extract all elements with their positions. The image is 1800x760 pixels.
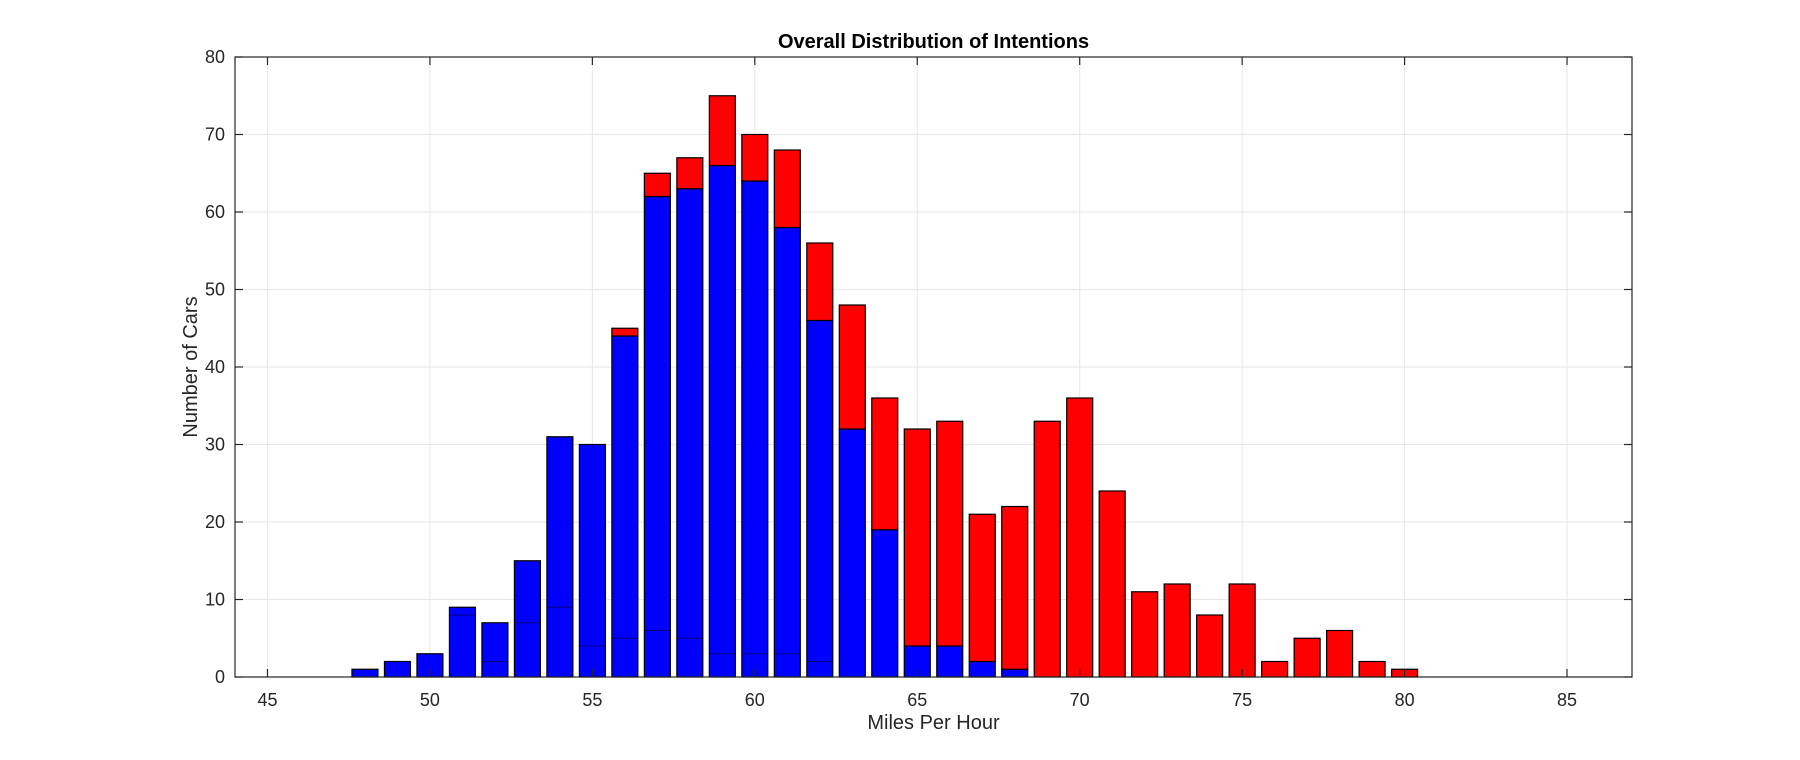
bar-blue-51	[448, 606, 477, 678]
bar-red-75	[1228, 583, 1256, 678]
bar-red-58	[676, 157, 704, 190]
bar-red-77	[1293, 637, 1321, 678]
bar-red-68	[1001, 505, 1029, 670]
bar-red-63	[838, 304, 866, 430]
x-tick-label: 60	[745, 690, 765, 710]
bar-red-56	[611, 327, 639, 337]
bar-blue-49	[383, 660, 412, 678]
bar-blue-48	[351, 668, 379, 678]
bar-red-67	[968, 513, 996, 663]
bar-blue-63	[838, 428, 866, 678]
bar-blue-62	[806, 319, 834, 678]
bar-red-61	[773, 149, 801, 229]
y-tick-label: 10	[205, 590, 225, 610]
bar-red-57	[643, 172, 671, 198]
tick-labels: 45 50 55 60 65 70 75 80 85 0 10 20 30 40 50 60 70 80	[205, 47, 1577, 710]
bar-blue-59	[708, 164, 736, 678]
bar-blue-61	[773, 226, 801, 678]
x-tick-label: 50	[420, 690, 440, 710]
bar-red-66	[936, 420, 964, 647]
bar-red-62	[806, 242, 834, 322]
bar-red-74	[1196, 614, 1224, 678]
x-tick-label: 70	[1070, 690, 1090, 710]
x-axis-label: Miles Per Hour	[867, 712, 1000, 734]
bar-series	[351, 95, 1419, 678]
x-tick-label: 85	[1557, 690, 1577, 710]
bar-blue-57	[643, 195, 671, 678]
bar-red-70	[1066, 397, 1094, 678]
x-tick-label: 55	[582, 690, 602, 710]
bar-blue-53	[513, 560, 541, 678]
y-tick-label: 80	[205, 47, 225, 67]
bar-red-69	[1033, 420, 1061, 678]
bar-blue-55	[578, 443, 606, 678]
bar-red-64	[871, 397, 899, 531]
bar-blue-58	[676, 188, 704, 678]
bar-red-71	[1098, 490, 1126, 678]
bar-red-73	[1163, 583, 1191, 678]
bar-red-79	[1358, 660, 1386, 678]
bar-red-59	[708, 95, 736, 167]
bar-blue-54	[546, 436, 574, 678]
bar-red-60	[741, 133, 769, 182]
grid-lines	[235, 56, 1632, 678]
bar-blue-64	[871, 529, 899, 678]
y-tick-label: 50	[205, 280, 225, 300]
bar-blue-52	[481, 622, 509, 678]
x-tick-label: 75	[1232, 690, 1252, 710]
y-tick-label: 30	[205, 435, 225, 455]
axis-ticks	[235, 56, 1632, 678]
bar-blue-60	[741, 180, 769, 678]
bar-red-76	[1261, 660, 1289, 678]
y-tick-label: 20	[205, 512, 225, 532]
y-tick-label: 40	[205, 357, 225, 377]
x-tick-label: 45	[257, 690, 277, 710]
x-tick-label: 80	[1395, 690, 1415, 710]
bar-blue-66	[936, 645, 964, 678]
chart-title: Overall Distribution of Intentions	[778, 31, 1089, 53]
bar-blue-56	[611, 335, 639, 678]
bar-red-72	[1131, 591, 1159, 678]
bar-red-78	[1326, 629, 1354, 678]
y-axis-label: Number of Cars	[180, 296, 202, 437]
x-tick-label: 65	[907, 690, 927, 710]
y-tick-label: 0	[215, 667, 225, 687]
bar-red-65	[903, 428, 931, 647]
bar-blue-68	[1001, 668, 1029, 678]
bar-blue-67	[968, 660, 996, 678]
y-tick-label: 60	[205, 202, 225, 222]
y-tick-label: 70	[205, 125, 225, 145]
